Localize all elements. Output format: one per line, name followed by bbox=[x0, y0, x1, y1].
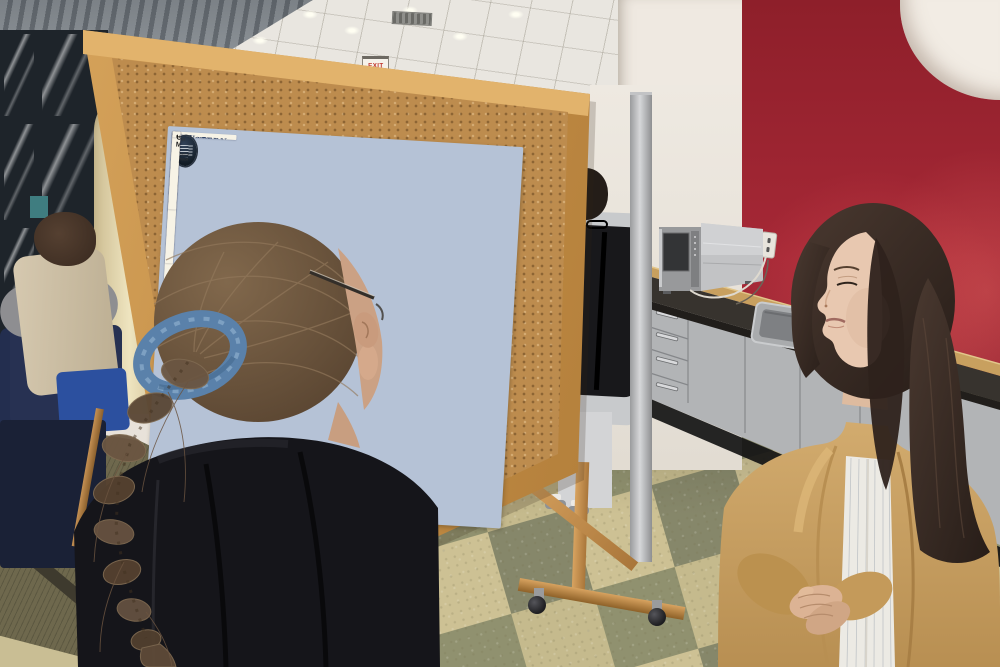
woman-tan-cardigan bbox=[718, 203, 1000, 667]
ear bbox=[353, 312, 379, 348]
ceiling-light bbox=[508, 10, 524, 19]
microwave bbox=[659, 223, 763, 294]
ceiling-light bbox=[302, 10, 318, 19]
ceiling-light bbox=[252, 36, 268, 45]
neck bbox=[328, 402, 360, 448]
eye bbox=[836, 281, 858, 286]
limitations-section: Limitations and Implications Limitations… bbox=[172, 131, 181, 138]
caster-fork bbox=[652, 600, 662, 614]
implications-label: Implications: bbox=[176, 134, 181, 138]
conceptual-model-section: Conceptual Model bbox=[168, 131, 181, 210]
flyaway-hairs bbox=[93, 381, 189, 667]
backpack-handle bbox=[586, 220, 608, 229]
caster-fork bbox=[534, 588, 544, 602]
air-vent bbox=[391, 10, 433, 27]
window bbox=[0, 30, 108, 342]
metal-pillar bbox=[630, 92, 652, 562]
seated-person-hair bbox=[34, 212, 96, 266]
hand bbox=[805, 601, 851, 635]
ceiling-light bbox=[402, 6, 418, 15]
ceiling-light bbox=[344, 26, 360, 35]
eyebrow bbox=[833, 266, 860, 271]
nostril bbox=[824, 304, 828, 308]
glasses-temple bbox=[309, 270, 375, 300]
braid bbox=[92, 358, 210, 667]
power-cords bbox=[690, 255, 769, 305]
research-poster: EASTERN CONNECTICUT STATE UNIVERSITY Bre… bbox=[145, 126, 524, 529]
caster-wheel bbox=[528, 596, 546, 614]
blazer bbox=[74, 437, 440, 667]
woman-black-blazer-braid bbox=[74, 222, 440, 667]
exit-sign-label: EXIT bbox=[367, 61, 384, 69]
ceiling-light bbox=[452, 32, 468, 41]
tv-screen bbox=[30, 196, 48, 218]
lips bbox=[825, 317, 846, 324]
caster-wheel bbox=[648, 608, 666, 626]
